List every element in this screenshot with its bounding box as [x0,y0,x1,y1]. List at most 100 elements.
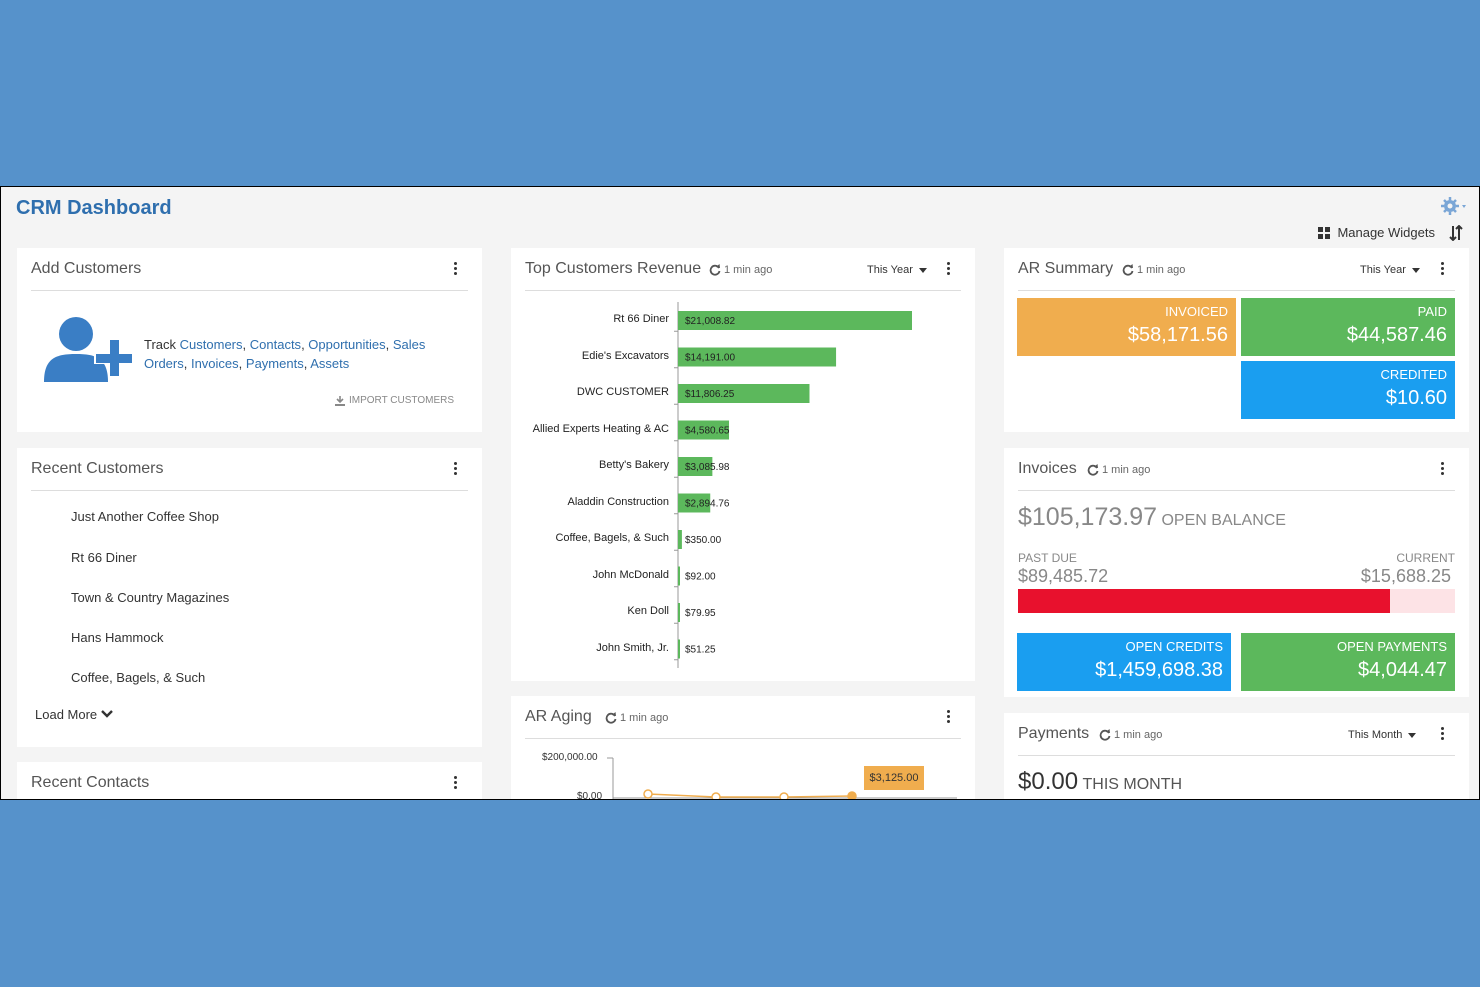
balance-progress-bar [1018,589,1455,613]
y-tick-label: $200,000.00 [542,752,598,763]
kebab-menu-icon[interactable] [452,776,458,790]
revenue-bar[interactable] [678,347,837,367]
customer-list-item[interactable]: Just Another Coffee Shop [71,509,219,524]
period-dropdown[interactable]: This Year [867,264,927,276]
top-customers-widget: Top Customers Revenue 1 min ago This Yea… [511,248,975,681]
kebab-menu-icon[interactable] [1439,262,1445,276]
link-payments[interactable]: Payments [245,356,304,371]
category-label: Ken Doll [627,605,669,617]
widget-header: AR Summary 1 min ago This Year [1018,248,1455,291]
refresh-status[interactable]: 1 min ago [1122,264,1185,276]
gear-icon[interactable] [1441,195,1467,217]
recent-contacts-widget: Recent Contacts [17,762,482,799]
customer-list-item[interactable]: Town & Country Magazines [71,590,230,605]
widget-title: Top Customers Revenue [525,260,702,277]
link-invoices[interactable]: Invoices [190,356,239,371]
widget-title: Recent Contacts [31,774,150,791]
revenue-bar[interactable] [678,639,680,659]
widget-title: Payments [1018,725,1090,742]
link-customers[interactable]: Customers [179,337,243,352]
widget-header: Recent Customers [31,448,468,491]
category-label: Aladdin Construction [567,495,669,508]
link-assets[interactable]: Assets [310,356,350,371]
tile-label: INVOICED [1165,304,1228,319]
open-balance: $105,173.97 OPEN BALANCE [1018,503,1286,532]
refresh-time: 1 min ago [620,712,669,724]
invoices-widget: Invoices 1 min ago $105,173.97 OPEN BALA… [1004,448,1469,697]
customer-list-item[interactable]: Coffee, Bagels, & Such [71,670,206,685]
widget-title: AR Summary [1018,260,1114,277]
invoiced-tile[interactable]: INVOICED $58,171.56 [1017,298,1236,356]
credited-tile[interactable]: CREDITED $10.60 [1241,361,1455,419]
open-balance-label: OPEN BALANCE [1161,512,1286,529]
tile-label: PAID [1417,304,1447,319]
link-contacts[interactable]: Contacts [249,337,302,352]
kebab-menu-icon[interactable] [945,262,951,276]
open-payments-tile[interactable]: OPEN PAYMENTS $4,044.47 [1241,633,1455,691]
kebab-menu-icon[interactable] [1439,462,1445,476]
chart-tooltip: $3,125.00 [864,766,924,790]
widget-header: Add Customers [31,248,468,291]
tile-label: OPEN PAYMENTS [1336,639,1447,654]
past-due-label: PAST DUE [1018,551,1077,565]
refresh-icon [1099,729,1111,741]
paid-tile[interactable]: PAID $44,587.46 [1241,298,1455,356]
revenue-bar[interactable] [678,603,680,622]
customer-list-item[interactable]: Rt 66 Diner [71,550,137,565]
load-more-button[interactable]: Load More [35,707,114,722]
refresh-icon [709,264,721,276]
tile-label: CREDITED [1380,367,1447,382]
payments-amount: $0.00 THIS MONTH [1018,768,1182,796]
refresh-status[interactable]: 1 min ago [605,712,668,724]
revenue-bar[interactable] [678,566,680,586]
page-title: CRM Dashboard [16,197,172,219]
bar-value-label: $92.00 [685,572,716,583]
caret-down-icon [1408,732,1417,738]
revenue-bar[interactable] [678,311,912,330]
revenue-bar[interactable] [678,530,682,549]
tile-value: $58,171.56 [1127,324,1228,346]
refresh-status[interactable]: 1 min ago [1099,729,1162,741]
widget-header: Recent Contacts [31,762,468,799]
widget-header: Invoices 1 min ago [1018,448,1455,491]
kebab-menu-icon[interactable] [452,462,458,476]
refresh-time: 1 min ago [724,264,773,276]
refresh-icon [605,712,617,724]
refresh-status[interactable]: 1 min ago [709,264,772,276]
revenue-bar[interactable] [678,457,713,476]
tile-value: $1,459,698.38 [1095,659,1223,681]
payments-widget: Payments 1 min ago This Month $0.00 THIS… [1004,713,1469,799]
import-customers-button[interactable]: IMPORT CUSTOMERS [334,395,454,406]
refresh-status[interactable]: 1 min ago [1087,464,1150,476]
y-tick-label: $0.00 [577,791,603,800]
revenue-bar[interactable] [678,493,711,513]
widget-title: AR Aging [525,708,592,725]
manage-widgets-label: Manage Widgets [1337,225,1435,240]
dashboard-frame: CRM Dashboard Manage Widgets Add Custome… [0,186,1480,800]
recent-customers-widget: Recent Customers Just Another Coffee Sho… [17,448,482,747]
link-opportunities[interactable]: Opportunities [308,337,386,352]
load-more-label: Load More [35,707,98,722]
refresh-icon [1122,264,1134,276]
bar-value-label: $350.00 [685,535,722,546]
link-sales-orders[interactable]: Sales Orders [144,337,426,371]
ar-summary-widget: AR Summary 1 min ago This Year INVOICED … [1004,248,1469,432]
chevron-down-icon [101,710,114,718]
manage-widgets-button[interactable]: Manage Widgets [1318,225,1435,240]
period-dropdown[interactable]: This Month [1348,729,1417,741]
open-credits-tile[interactable]: OPEN CREDITS $1,459,698.38 [1017,633,1231,691]
revenue-bar[interactable] [678,420,730,440]
widget-title: Recent Customers [31,460,164,477]
kebab-menu-icon[interactable] [1439,727,1445,741]
kebab-menu-icon[interactable] [452,262,458,276]
customer-list-item[interactable]: Hans Hammock [71,630,164,645]
widget-title: Add Customers [31,260,142,277]
tile-value: $44,587.46 [1346,324,1447,346]
payments-amount-value: $0.00 [1018,768,1079,795]
revenue-bar[interactable] [678,384,810,403]
period-dropdown[interactable]: This Year [1360,264,1420,276]
sort-icon[interactable] [1449,225,1463,241]
kebab-menu-icon[interactable] [945,710,951,724]
widget-header: Payments 1 min ago This Month [1018,713,1455,756]
refresh-time: 1 min ago [1114,729,1163,741]
